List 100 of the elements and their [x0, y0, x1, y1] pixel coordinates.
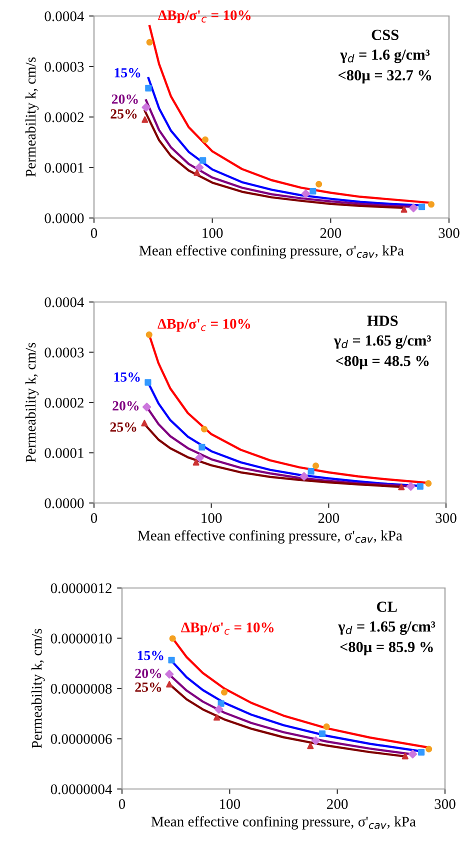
y-axis-title: Permeability k, cm/s — [31, 628, 45, 748]
x-tick-label: 200 — [327, 799, 348, 809]
point — [194, 163, 204, 172]
annotation: γ$_{d}$ = 1.65 g/cm³ — [334, 335, 431, 349]
point — [144, 379, 152, 386]
y-tick-label: 0.0004 — [44, 297, 84, 308]
point — [311, 736, 320, 746]
y-tick-label: 0.0002 — [44, 112, 84, 122]
point — [168, 656, 175, 664]
series-label: ΔBp/σ'$_{c}$ = 10% — [181, 622, 274, 636]
point — [146, 38, 153, 46]
series-label: 25% — [135, 682, 162, 692]
series-label: 25% — [110, 422, 136, 432]
x-tick-label: 100 — [202, 228, 223, 238]
point — [310, 188, 316, 195]
point — [400, 206, 408, 213]
point — [213, 714, 220, 721]
point — [398, 484, 405, 490]
y-tick-label: 0.0002 — [44, 398, 84, 408]
y-tick-label: 0.0000012 — [50, 583, 112, 594]
annotation: γ$_{d}$ = 1.6 g/cm³ — [340, 50, 430, 64]
point — [146, 331, 152, 338]
x-tick-label: 100 — [202, 513, 222, 523]
y-tick-label: 0.0000004 — [50, 784, 112, 794]
annotation: CL — [376, 602, 397, 612]
x-tick-label: 0 — [118, 799, 126, 809]
point — [300, 472, 308, 481]
x-tick-label: 100 — [220, 799, 240, 809]
point — [425, 480, 432, 487]
point — [416, 483, 424, 490]
annotation: <80μ = 85.9 % — [340, 642, 433, 656]
x-tick-label: 300 — [434, 799, 456, 809]
x-tick-label: 200 — [320, 228, 342, 238]
point — [166, 680, 173, 688]
point — [408, 750, 418, 758]
point — [220, 688, 228, 696]
annotation: γ$_{d}$ = 1.65 g/cm³ — [338, 621, 436, 635]
y-tick-label: 0.0004 — [44, 11, 84, 22]
series-label: 20% — [112, 401, 139, 411]
annotation: <80μ = 48.5 % — [336, 356, 429, 370]
point — [418, 749, 425, 756]
series-label: 20% — [135, 668, 162, 678]
point — [194, 169, 200, 176]
annotation: <80μ = 32.7 % — [338, 70, 432, 84]
y-axis-title: Permeability k, cm/s — [25, 57, 39, 177]
series-label: ΔBp/σ'$_{c}$ = 10% — [158, 318, 250, 332]
point — [202, 136, 209, 144]
point — [418, 204, 426, 210]
point — [307, 742, 314, 750]
point — [200, 157, 206, 164]
x-axis-title: Mean effective confining pressure, σ'$_{cav}$, kPa — [138, 530, 402, 544]
y-tick-label: 0.0001 — [44, 448, 84, 458]
point — [318, 730, 326, 738]
point — [141, 420, 148, 426]
annotation: HDS — [367, 316, 398, 326]
x-tick-label: 200 — [318, 513, 340, 523]
x-tick-label: 0 — [90, 228, 98, 238]
y-tick-label: 0.0003 — [44, 62, 84, 72]
y-tick-label: 0.0000 — [44, 213, 84, 224]
series-label: ΔBp/σ'$_{c}$ = 10% — [158, 10, 251, 24]
annotation: CSS — [372, 30, 398, 40]
series-label: 25% — [110, 109, 137, 119]
x-tick-label: 300 — [438, 228, 460, 238]
point — [409, 204, 418, 212]
x-tick-label: 300 — [436, 513, 456, 523]
point — [323, 723, 330, 730]
point — [316, 180, 322, 188]
point — [402, 752, 408, 760]
point — [169, 635, 176, 642]
point — [195, 453, 204, 462]
point — [192, 459, 200, 466]
point — [165, 670, 174, 679]
series-label: 15% — [138, 650, 164, 660]
series-label: 20% — [112, 94, 138, 104]
point — [301, 189, 310, 198]
point — [312, 462, 320, 470]
y-tick-label: 0.0000006 — [50, 734, 112, 744]
point — [142, 103, 150, 112]
point — [142, 402, 152, 412]
y-tick-label: 0.0001 — [44, 162, 84, 173]
point — [218, 700, 224, 707]
y-tick-label: 0.0000010 — [50, 634, 112, 644]
y-tick-label: 0.0000 — [44, 498, 84, 508]
series-label: 15% — [114, 68, 140, 78]
point — [426, 746, 432, 752]
point — [145, 84, 152, 92]
point — [201, 426, 208, 432]
y-tick-label: 0.0003 — [44, 348, 84, 358]
point — [142, 116, 148, 123]
x-tick-label: 0 — [90, 513, 98, 523]
y-tick-label: 0.0000008 — [50, 684, 112, 694]
point — [406, 482, 416, 491]
point — [428, 201, 435, 208]
x-axis-title: Mean effective confining pressure, σ'$_{cav}$, kPa — [139, 245, 404, 259]
point — [308, 468, 314, 475]
series-label: 15% — [114, 372, 140, 382]
x-axis-title: Mean effective confining pressure, σ'$_{cav}$, kPa — [151, 816, 416, 830]
y-axis-title: Permeability k, cm/s — [25, 342, 39, 462]
point — [198, 444, 206, 451]
point — [214, 704, 224, 714]
